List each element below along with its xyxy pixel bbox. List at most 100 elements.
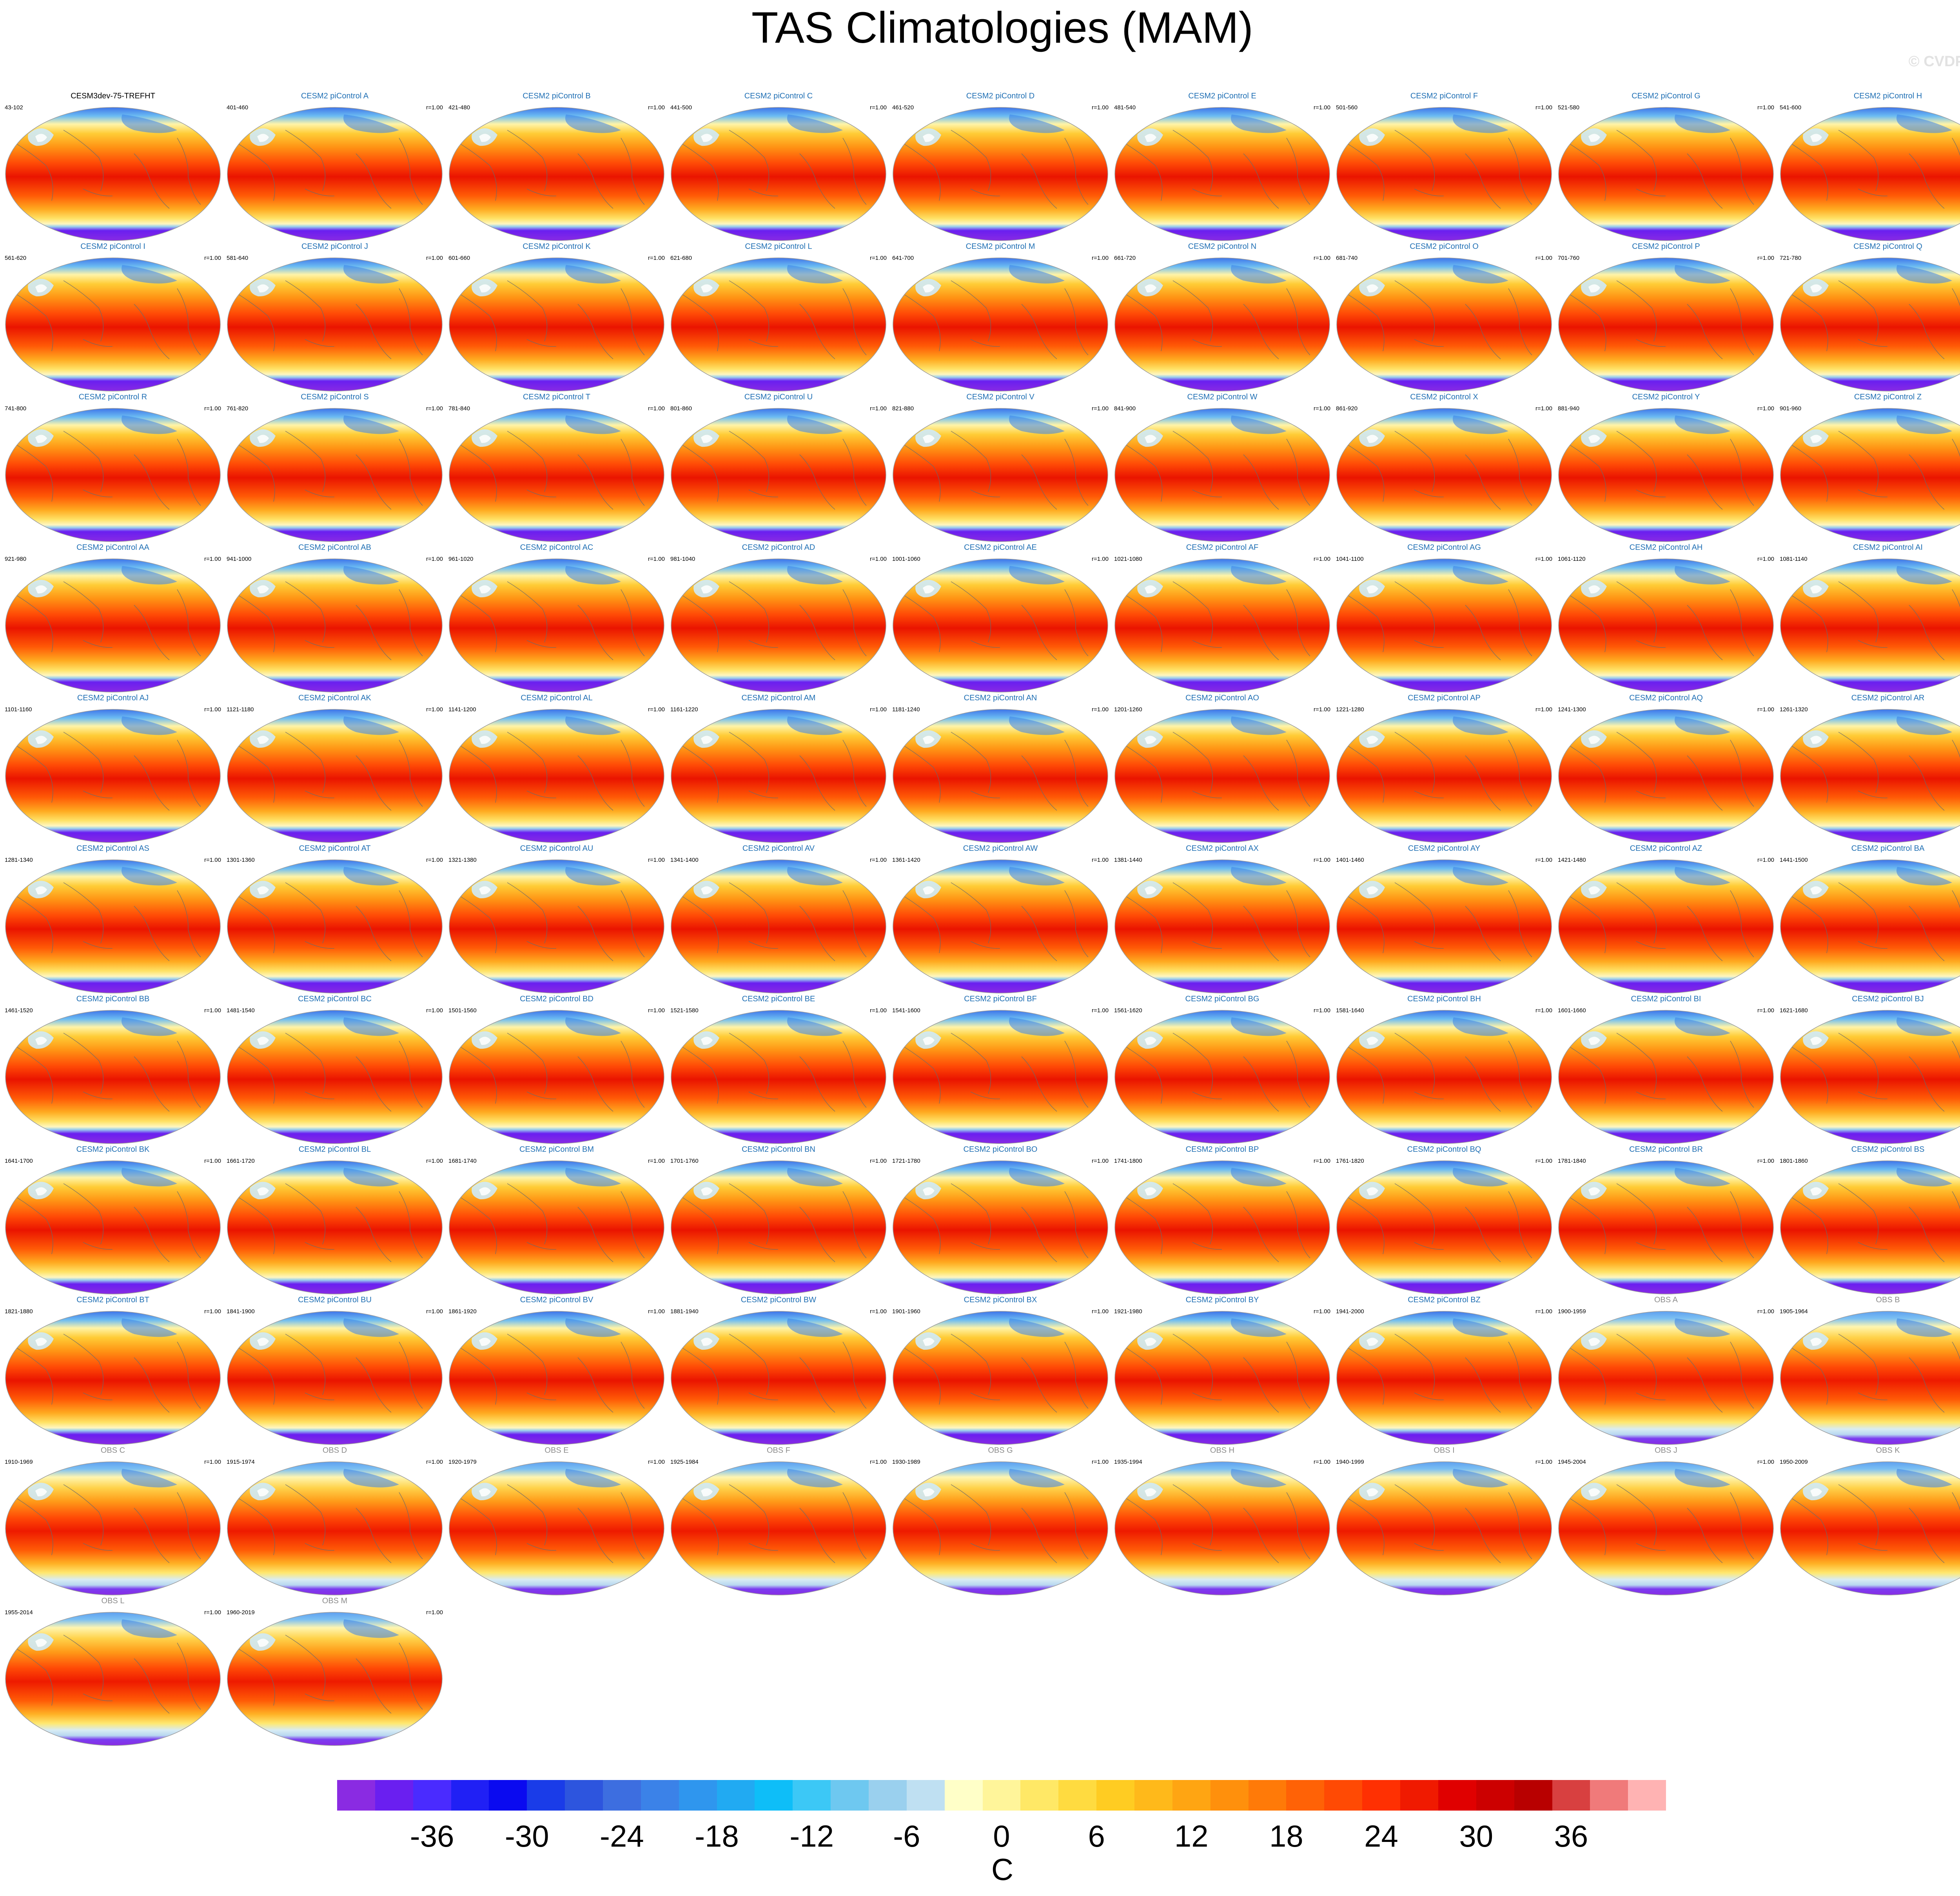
coastline-outlines <box>1347 1183 1532 1262</box>
panel-title: CESM2 piControl AZ <box>1630 844 1702 853</box>
panel-pattern-correlation: r=1.00 <box>1535 405 1552 412</box>
panel-years: 1681-1740 <box>448 1158 477 1164</box>
panel-title: CESM2 piControl F <box>1410 92 1478 100</box>
panel-title: OBS D <box>322 1446 347 1455</box>
coastline-outlines <box>1569 431 1754 510</box>
panel-years: 1601-1660 <box>1558 1007 1586 1014</box>
greenland-ice-sheet <box>35 284 47 293</box>
panel-years: 1101-1160 <box>5 706 32 713</box>
map-outline <box>1780 859 1960 993</box>
panel-pattern-correlation: r=1.00 <box>426 1459 443 1465</box>
panel-title: CESM2 piControl BJ <box>1852 995 1924 1003</box>
siberia-cold-region <box>565 1017 621 1036</box>
map-outline <box>5 709 221 843</box>
coastline-outlines <box>16 1484 201 1563</box>
siberia-cold-region <box>1231 1318 1287 1337</box>
siberia-cold-region <box>1009 415 1065 434</box>
map-panel: CESM2 piControl AK 1121-1180 r=1.00 <box>227 694 443 845</box>
map-outline <box>1780 1461 1960 1595</box>
panel-map <box>893 709 1108 843</box>
panel-title: CESM2 piControl AV <box>742 844 815 853</box>
coastline-outlines <box>904 882 1089 961</box>
panel-map <box>1336 408 1552 542</box>
map-panel: CESM2 piControl BC 1481-1540 r=1.00 <box>227 995 443 1146</box>
greenland-ice-sheet <box>701 736 713 744</box>
panel-years: 1161-1220 <box>670 706 698 713</box>
siberia-cold-region <box>1675 1469 1730 1488</box>
map-panel: CESM2 piControl AH 1061-1120 r=1.00 <box>1558 543 1774 694</box>
greenland-ice-sheet <box>35 1488 47 1497</box>
colorbar-tick-label: -6 <box>893 1819 920 1853</box>
panel-map <box>1114 408 1330 542</box>
panel-map <box>1780 408 1960 542</box>
panel-map <box>227 1612 443 1746</box>
panel-pattern-correlation: r=1.00 <box>1757 1459 1774 1465</box>
map-panel: CESM2 piControl AC 961-1020 r=1.00 <box>448 543 665 694</box>
panel-title: CESM2 piControl AQ <box>1629 694 1703 702</box>
panel-title: CESM2 piControl BW <box>740 1296 817 1304</box>
greenland-ice-sheet <box>1367 134 1378 142</box>
siberia-cold-region <box>787 716 843 735</box>
map-panel: CESM3dev-75-TREFHT 43-102 <box>5 92 221 243</box>
panel-pattern-correlation: r=1.00 <box>204 706 221 713</box>
siberia-cold-region <box>565 265 621 284</box>
siberia-cold-region <box>1675 716 1730 735</box>
map-panel: CESM2 piControl D 461-520 r=1.00 <box>892 92 1109 243</box>
panel-years: 641-700 <box>892 255 914 261</box>
panel-title: CESM2 piControl I <box>80 242 145 251</box>
map-outline <box>893 408 1108 542</box>
map-panel: CESM2 piControl BM 1681-1740 r=1.00 <box>448 1145 665 1296</box>
greenland-ice-sheet <box>1588 886 1600 895</box>
greenland-ice-sheet <box>701 585 713 594</box>
siberia-cold-region <box>787 566 843 585</box>
coastline-outlines <box>1569 732 1754 811</box>
panel-map <box>1114 558 1330 692</box>
coastline-outlines <box>904 1183 1089 1262</box>
panel-title: CESM2 piControl BZ <box>1408 1296 1481 1304</box>
greenland-ice-sheet <box>701 1338 713 1346</box>
greenland-ice-sheet <box>1367 736 1378 744</box>
panel-title: CESM2 piControl AC <box>520 543 593 552</box>
panel-years: 1861-1920 <box>448 1308 477 1315</box>
siberia-cold-region <box>1453 1168 1508 1187</box>
siberia-cold-region <box>1009 566 1065 585</box>
map-panel: CESM2 piControl AY 1401-1460 r=1.00 <box>1336 844 1552 995</box>
colorbar-swatch <box>1172 1780 1210 1811</box>
panel-years: 1481-1540 <box>227 1007 255 1014</box>
map-panel: OBS C 1910-1969 r=1.00 <box>5 1446 221 1597</box>
siberia-cold-region <box>1009 1469 1065 1488</box>
map-outline <box>1336 408 1552 542</box>
panel-title: CESM2 piControl C <box>744 92 813 100</box>
map-outline <box>1336 1461 1552 1595</box>
coastline-outlines <box>238 581 423 660</box>
greenland-ice-sheet <box>1588 435 1600 443</box>
panel-title: CESM2 piControl T <box>523 393 590 401</box>
panel-title: CESM2 piControl E <box>1188 92 1256 100</box>
panel-title: CESM2 piControl Y <box>1632 393 1700 401</box>
greenland-ice-sheet <box>923 1338 935 1346</box>
map-panel: CESM2 piControl AZ 1421-1480 r=1.00 <box>1558 844 1774 995</box>
panel-title: OBS L <box>101 1597 125 1605</box>
panel-pattern-correlation: r=1.00 <box>426 857 443 863</box>
panel-years: 1721-1780 <box>892 1158 920 1164</box>
greenland-ice-sheet <box>1145 585 1156 594</box>
panel-title: CESM2 piControl BD <box>520 995 593 1003</box>
panel-years: 1441-1500 <box>1780 857 1808 863</box>
panel-years: 521-580 <box>1558 104 1580 111</box>
panel-pattern-correlation: r=1.00 <box>870 255 887 261</box>
siberia-cold-region <box>1231 566 1287 585</box>
map-outline <box>1114 709 1330 843</box>
panel-title: CESM2 piControl V <box>966 393 1034 401</box>
panel-map <box>5 107 221 241</box>
map-outline <box>1336 257 1552 392</box>
siberia-cold-region <box>343 114 399 133</box>
panel-title: CESM2 piControl BH <box>1407 995 1481 1003</box>
panel-years: 1801-1860 <box>1780 1158 1808 1164</box>
panel-pattern-correlation: r=1.00 <box>1092 104 1109 111</box>
map-panel: OBS M 1960-2019 r=1.00 <box>227 1597 443 1748</box>
panel-map <box>1114 1010 1330 1144</box>
colorbar-swatch <box>831 1780 869 1811</box>
map-panel: CESM2 piControl BP 1741-1800 r=1.00 <box>1114 1145 1330 1296</box>
